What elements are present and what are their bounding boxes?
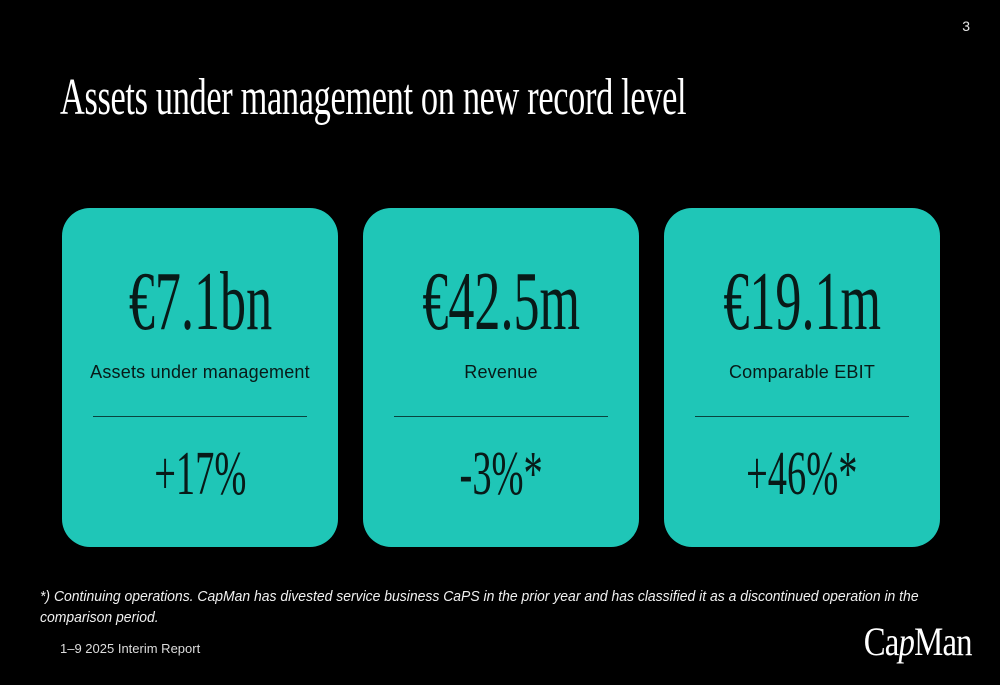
footnote: *) Continuing operations. CapMan has div… (40, 586, 985, 628)
report-label: 1–9 2025 Interim Report (60, 641, 201, 656)
kpi-value: €7.1bn (128, 255, 272, 348)
logo-part-ca: Ca (863, 619, 900, 664)
logo-part-man: Man (914, 619, 972, 664)
slide-title: Assets under management on new record le… (60, 69, 687, 126)
page-number: 3 (962, 18, 970, 34)
footnote-line-2: comparison period. (40, 609, 159, 626)
footnote-line-1: *) Continuing operations. CapMan has div… (40, 588, 919, 605)
kpi-label: Comparable EBIT (728, 362, 876, 382)
kpi-label: Revenue (464, 362, 538, 382)
kpi-change: -3%* (459, 440, 543, 508)
kpi-card-ebit: €19.1m Comparable EBIT +46%* (664, 208, 940, 547)
kpi-label: Assets under management (90, 362, 310, 382)
card-divider (93, 416, 307, 417)
capman-logo: CapMan (863, 619, 973, 664)
kpi-value: €19.1m (723, 255, 881, 348)
kpi-change: +17% (153, 440, 247, 508)
kpi-card-aum: €7.1bn Assets under management +17% (62, 208, 338, 547)
card-divider (695, 416, 909, 417)
kpi-value: €42.5m (422, 255, 580, 348)
card-divider (394, 416, 608, 417)
kpi-change: +46%* (746, 440, 858, 508)
kpi-card-revenue: €42.5m Revenue -3%* (363, 208, 639, 547)
kpi-cards: €7.1bn Assets under management +17% €42.… (62, 208, 940, 547)
logo-part-p: p (898, 619, 915, 664)
